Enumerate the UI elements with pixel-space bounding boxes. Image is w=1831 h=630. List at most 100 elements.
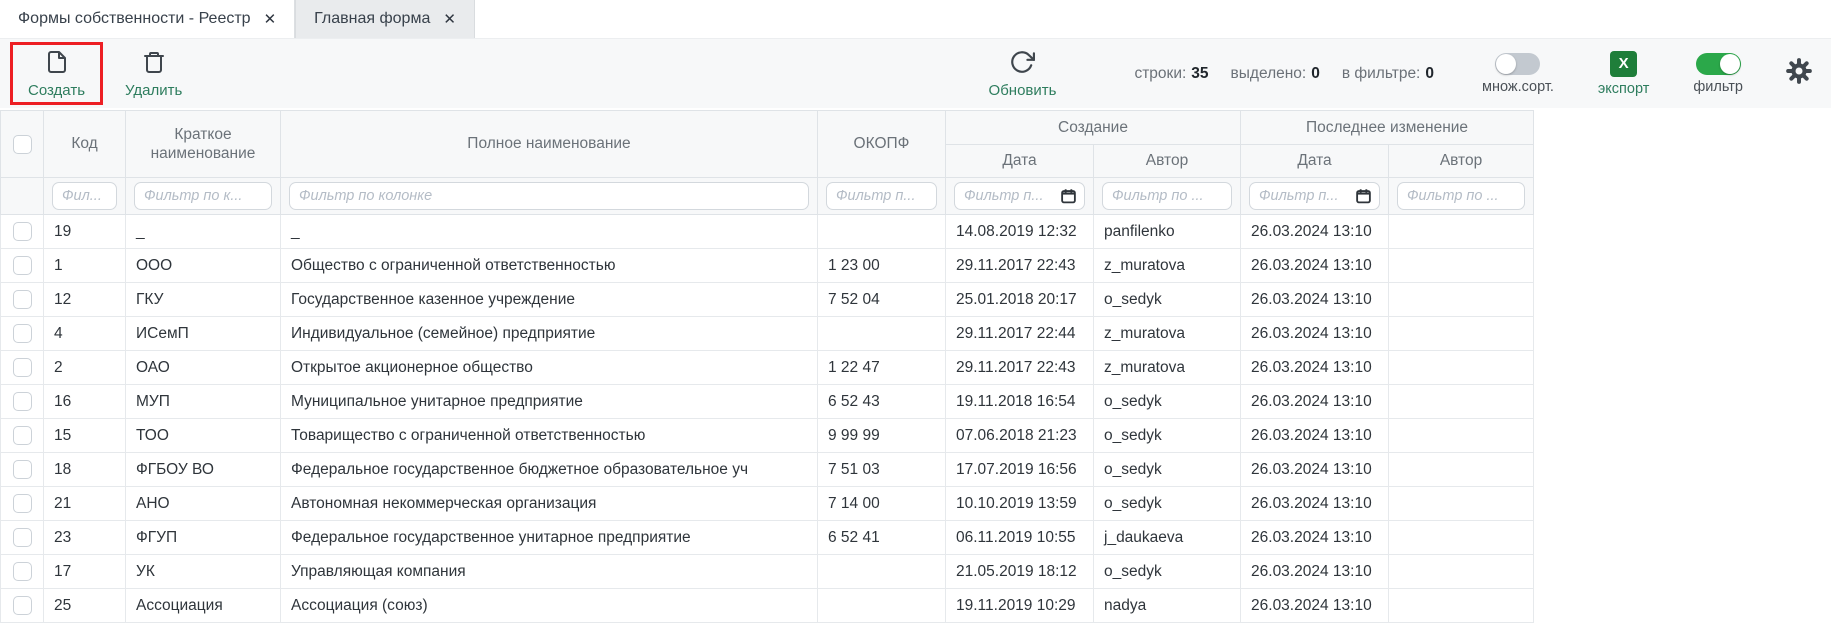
table-row[interactable]: 18 ФГБОУ ВО Федеральное государственное бю… — [0, 452, 1535, 487]
cell-author-created: o_sedyk — [1092, 384, 1242, 419]
document-icon — [45, 49, 69, 80]
cell-full-name: Федеральное государственное бюджетное об… — [280, 452, 818, 487]
table-row[interactable]: 21 АНО Автономная некоммерческая организац… — [0, 486, 1535, 521]
cell-author-created: o_sedyk — [1092, 418, 1242, 453]
row-checkbox[interactable] — [12, 494, 32, 513]
column-header-date-created[interactable]: Дата — [945, 144, 1094, 178]
cell-full-name: Товарищество с ограниченной ответственно… — [280, 418, 818, 453]
column-header-date-changed[interactable]: Дата — [1240, 144, 1390, 178]
row-checkbox[interactable] — [12, 222, 32, 241]
column-header-author-changed[interactable]: Автор — [1388, 144, 1535, 178]
cell-author-changed — [1388, 554, 1535, 589]
column-header-okopf[interactable]: ОКОПФ — [817, 110, 946, 178]
table-row[interactable]: 1 ООО Общество с ограниченной ответственно… — [0, 248, 1535, 283]
table-row[interactable]: 12 ГКУ Государственное казенное учреждение… — [0, 282, 1535, 317]
create-button[interactable]: Создать — [22, 47, 91, 100]
toggle-knob — [1719, 53, 1740, 74]
column-header-short-name[interactable]: Краткое наименование — [125, 110, 281, 178]
export-button[interactable]: X экспорт — [1598, 39, 1649, 108]
cell-short-name: ТОО — [125, 418, 281, 453]
cell-full-name: Открытое акционерное общество — [280, 350, 818, 385]
filter-row — [0, 177, 1535, 215]
row-checkbox[interactable] — [12, 392, 32, 411]
tab-main-form[interactable]: Главная форма ✕ — [295, 0, 475, 38]
refresh-icon — [1009, 49, 1036, 80]
cell-date-created: 17.07.2019 16:56 — [945, 452, 1094, 487]
row-select-cell — [0, 452, 44, 487]
cell-date-changed: 26.03.2024 13:10 — [1240, 588, 1390, 623]
row-checkbox[interactable] — [12, 460, 32, 479]
filter-input-date-changed[interactable] — [1249, 182, 1381, 210]
cell-date-changed: 26.03.2024 13:10 — [1240, 248, 1390, 283]
row-checkbox[interactable] — [12, 426, 32, 445]
table-row[interactable]: 4 ИСемП Индивидуальное (семейное) предприя… — [0, 316, 1535, 351]
filter-input-okopf[interactable] — [826, 182, 937, 210]
calendar-icon[interactable] — [1355, 188, 1372, 205]
column-header-full-name[interactable]: Полное наименование — [280, 110, 818, 178]
cell-code: 4 — [43, 316, 126, 351]
row-checkbox[interactable] — [12, 324, 32, 343]
cell-author-changed — [1388, 214, 1535, 249]
tab-forms-registry[interactable]: Формы собственности - Реестр ✕ — [0, 0, 296, 38]
cell-date-changed: 26.03.2024 13:10 — [1240, 384, 1390, 419]
row-checkbox[interactable] — [12, 290, 32, 309]
toggle-knob — [1496, 53, 1517, 74]
close-icon[interactable]: ✕ — [263, 10, 277, 28]
filter-input-author-changed[interactable] — [1397, 182, 1526, 210]
row-checkbox[interactable] — [12, 596, 32, 615]
filter-input-date-created[interactable] — [954, 182, 1085, 210]
cell-okopf: 6 52 43 — [817, 384, 946, 419]
column-header-code[interactable]: Код — [43, 110, 126, 178]
filter-input-author-created[interactable] — [1102, 182, 1233, 210]
cell-author-changed — [1388, 452, 1535, 487]
table-row[interactable]: 23 ФГУП Федеральное государственное унитар… — [0, 520, 1535, 555]
table-row[interactable]: 25 Ассоциация Ассоциация (союз) 19.11.2019 … — [0, 588, 1535, 623]
registry-grid: Код Краткое наименование Полное наименов… — [0, 110, 1831, 623]
cell-okopf — [817, 316, 946, 351]
delete-button-label: Удалить — [125, 82, 183, 99]
filter-toggle[interactable] — [1695, 52, 1741, 75]
cell-okopf: 1 23 00 — [817, 248, 946, 283]
cell-date-created: 10.10.2019 13:59 — [945, 486, 1094, 521]
select-all-checkbox[interactable] — [12, 134, 32, 154]
delete-button[interactable]: Удалить — [119, 39, 188, 108]
filter-input-short-name[interactable] — [134, 182, 272, 210]
multisort-toggle[interactable] — [1495, 52, 1541, 75]
cell-date-changed: 26.03.2024 13:10 — [1240, 282, 1390, 317]
multisort-toggle-block: множ.сорт. — [1482, 39, 1554, 108]
calendar-icon[interactable] — [1060, 188, 1077, 205]
gear-icon — [1785, 57, 1813, 90]
cell-date-changed: 26.03.2024 13:10 — [1240, 452, 1390, 487]
filter-toggle-label: фильтр — [1693, 78, 1743, 95]
tab-label: Главная форма — [314, 10, 431, 27]
row-checkbox[interactable] — [12, 358, 32, 377]
table-row[interactable]: 17 УК Управляющая компания 21.05.2019 18:12… — [0, 554, 1535, 589]
cell-full-name: Управляющая компания — [280, 554, 818, 589]
cell-short-name: ОАО — [125, 350, 281, 385]
settings-button[interactable] — [1783, 39, 1815, 108]
close-icon[interactable]: ✕ — [443, 10, 456, 28]
cell-date-created: 25.01.2018 20:17 — [945, 282, 1094, 317]
row-checkbox[interactable] — [12, 256, 32, 275]
cell-okopf: 6 52 41 — [817, 520, 946, 555]
export-label: экспорт — [1597, 80, 1650, 97]
cell-code: 25 — [43, 588, 126, 623]
refresh-button[interactable]: Обновить — [983, 39, 1063, 108]
column-header-author-created[interactable]: Автор — [1092, 144, 1242, 178]
table-row[interactable]: 2 ОАО Открытое акционерное общество 1 22 47… — [0, 350, 1535, 385]
cell-author-created: z_muratova — [1092, 350, 1242, 385]
tab-label: Формы собственности - Реестр — [18, 10, 251, 27]
create-button-highlight: Создать — [10, 42, 104, 105]
cell-short-name: Ассоциация — [125, 588, 281, 623]
row-select-cell — [0, 248, 44, 283]
cell-date-created: 07.06.2018 21:23 — [945, 418, 1094, 453]
row-select-cell — [0, 316, 44, 351]
filter-input-full-name[interactable] — [289, 182, 809, 210]
cell-code: 1 — [43, 248, 126, 283]
table-row[interactable]: 15 ТОО Товарищество с ограниченной ответст… — [0, 418, 1535, 453]
row-checkbox[interactable] — [12, 562, 32, 581]
row-checkbox[interactable] — [12, 528, 32, 547]
filter-input-code[interactable] — [52, 182, 117, 210]
table-row[interactable]: 16 МУП Муниципальное унитарное предприятие… — [0, 384, 1535, 419]
table-row[interactable]: 19 _ _ 14.08.2019 12:32 panfilenko 26.03.2024… — [0, 214, 1535, 249]
